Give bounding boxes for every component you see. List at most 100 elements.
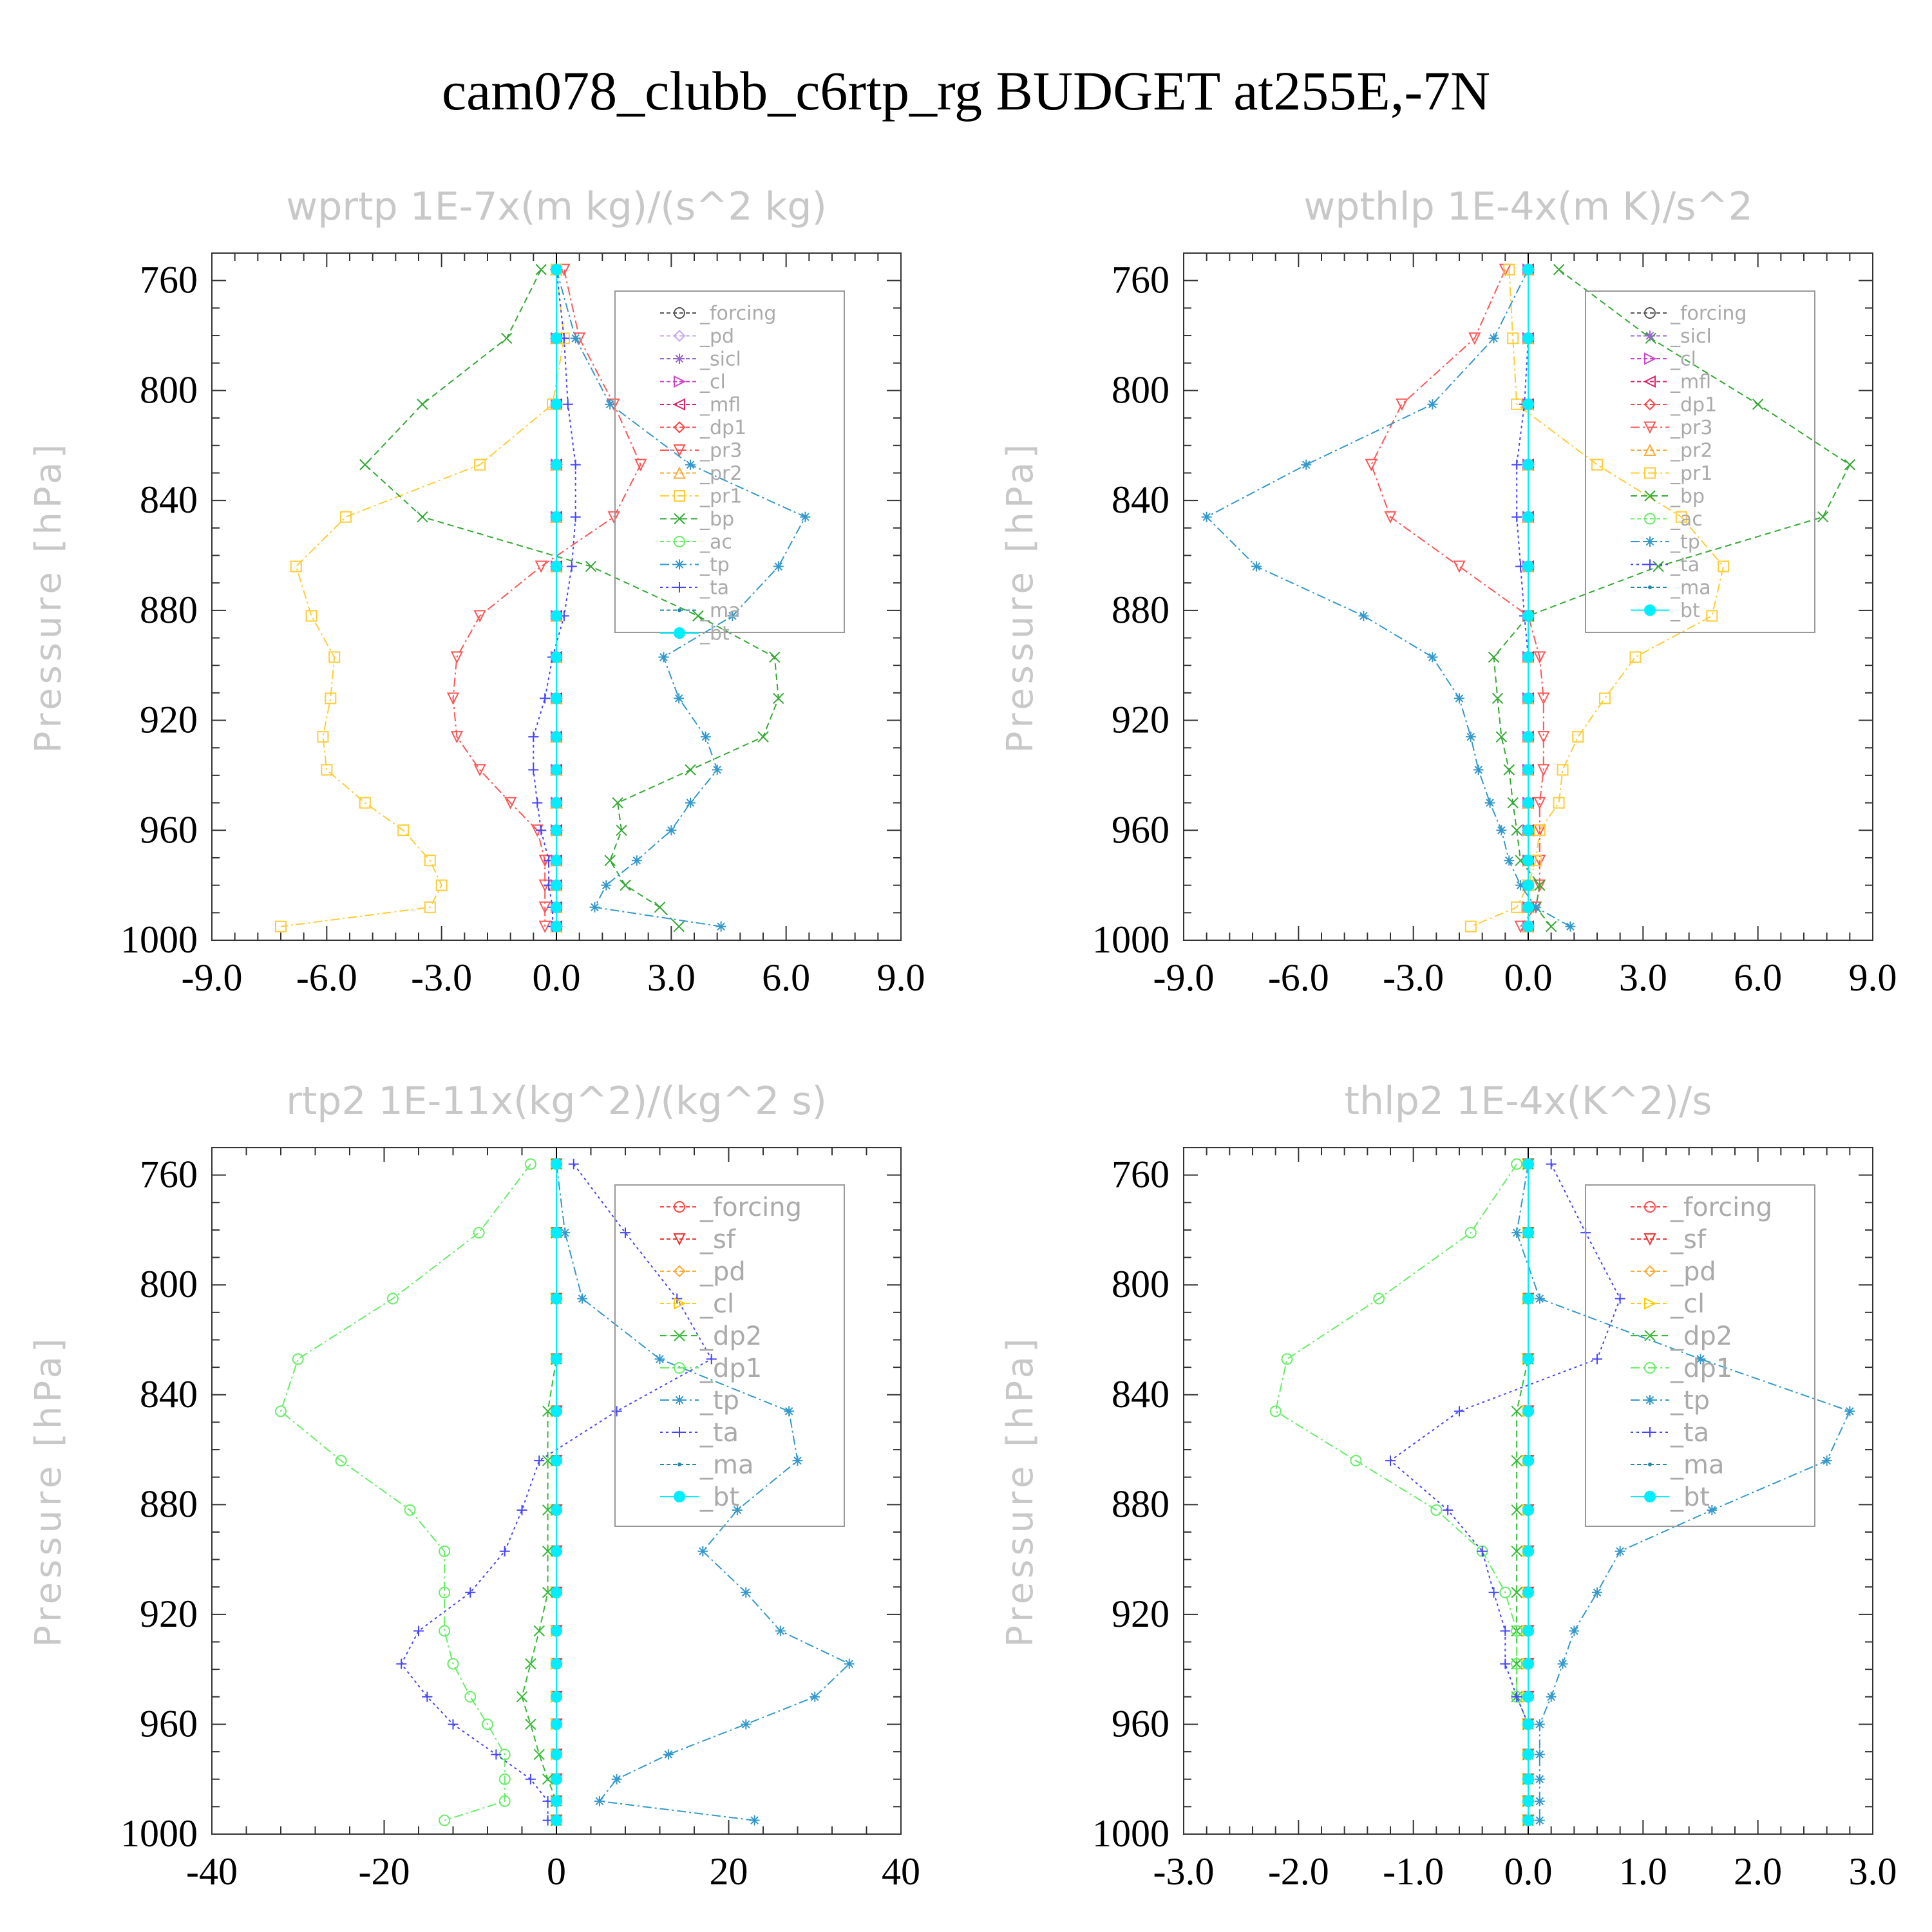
data-point xyxy=(1534,1815,1545,1826)
data-point xyxy=(712,764,723,775)
data-point xyxy=(1534,1795,1545,1806)
data-point xyxy=(604,855,616,866)
legend-item: _forcing xyxy=(660,303,776,325)
x-tick-label: -6.0 xyxy=(296,956,357,999)
data-point xyxy=(1546,1159,1557,1170)
x-tick-label: 6.0 xyxy=(1734,956,1782,999)
series_pr1 xyxy=(275,263,570,933)
x-tick-label: -3.0 xyxy=(411,956,472,999)
legend-marker xyxy=(674,536,685,547)
legend-label: _ta xyxy=(1670,1418,1709,1448)
x-tick-label: 3.0 xyxy=(1849,1850,1897,1893)
y-tick-label: 840 xyxy=(1112,1373,1170,1416)
data-point xyxy=(674,693,685,704)
data-point xyxy=(516,1504,527,1515)
legend-marker xyxy=(674,1201,685,1213)
data-point xyxy=(1488,651,1500,663)
legend-item: _ta xyxy=(660,1418,739,1448)
data-point xyxy=(1522,1353,1534,1365)
data-point xyxy=(1565,921,1576,932)
data-point xyxy=(551,1690,562,1703)
data-point xyxy=(1645,332,1656,345)
data-point xyxy=(1504,855,1515,866)
series_tp xyxy=(551,264,811,932)
data-point xyxy=(749,1815,760,1826)
y-tick-label: 760 xyxy=(140,259,198,301)
legend-marker xyxy=(673,421,686,433)
data-point xyxy=(1511,1625,1523,1637)
legend-marker xyxy=(674,375,687,388)
data-point xyxy=(810,1691,820,1702)
data-point xyxy=(551,651,562,663)
legend-label: _bp xyxy=(1670,486,1705,508)
data-point xyxy=(551,1353,562,1365)
data-point xyxy=(551,1625,562,1637)
legend-item: _sicl xyxy=(1631,325,1712,348)
data-point xyxy=(1507,332,1519,345)
legend-label: _tp xyxy=(699,1386,739,1416)
legend-marker xyxy=(674,1427,685,1437)
data-point xyxy=(551,1718,562,1730)
y-tick-label: 1000 xyxy=(120,1812,198,1855)
legend-item: _pr1 xyxy=(1631,462,1712,485)
data-point xyxy=(1511,1658,1523,1670)
legend-marker xyxy=(1643,443,1656,456)
legend-label: _dp1 xyxy=(1670,394,1717,417)
legend-item: _tp xyxy=(660,1386,739,1416)
legend-label: _bp xyxy=(699,508,734,531)
legend-label: _forcing xyxy=(1670,1193,1772,1222)
data-point xyxy=(692,610,704,622)
legend-marker xyxy=(673,444,686,457)
data-point xyxy=(1453,560,1466,573)
legend-label: _cl xyxy=(1670,1289,1705,1319)
data-point xyxy=(448,1719,459,1730)
legend-marker xyxy=(677,1463,681,1466)
data-point xyxy=(612,797,623,809)
legend-label: _bt xyxy=(1670,600,1700,622)
legend-item: _sf xyxy=(660,1225,736,1255)
legend-box xyxy=(1585,290,1815,633)
data-point xyxy=(1844,1406,1855,1417)
data-point xyxy=(340,511,352,523)
data-point xyxy=(1454,693,1464,704)
data-point xyxy=(482,1718,493,1730)
data-point xyxy=(1503,764,1515,776)
legend-marker xyxy=(674,354,685,364)
data-point xyxy=(1534,1293,1545,1304)
data-point xyxy=(1533,879,1546,892)
data-point xyxy=(1465,732,1476,743)
y-tick-label: 960 xyxy=(140,808,198,851)
data-point xyxy=(1537,692,1550,705)
y-tick-label: 960 xyxy=(140,1702,198,1745)
data-point xyxy=(1522,1658,1534,1670)
data-point xyxy=(1844,459,1856,471)
data-point xyxy=(317,731,329,743)
data-point xyxy=(1534,1774,1545,1785)
data-point xyxy=(535,560,547,573)
y-tick-label: 1000 xyxy=(120,918,198,961)
data-point xyxy=(1427,399,1438,410)
legend-label: _tp xyxy=(1670,1386,1710,1416)
series_ta xyxy=(1385,1159,1625,1826)
legend-item: _dp1 xyxy=(1631,1354,1732,1383)
data-point xyxy=(1522,920,1534,933)
series-group xyxy=(1201,263,1856,933)
legend-label: _cl xyxy=(699,1289,734,1319)
y-axis-label: Pressure [hPa] xyxy=(999,1334,1041,1647)
data-point xyxy=(1515,880,1526,891)
data-point xyxy=(1537,731,1550,744)
x-tick-label: -3.0 xyxy=(1383,956,1444,999)
series-line xyxy=(279,1163,531,1821)
y-tick-label: 840 xyxy=(140,478,198,521)
legend-item: _tp xyxy=(1631,1386,1710,1416)
data-point xyxy=(1301,459,1312,470)
data-point xyxy=(1488,1587,1499,1598)
data-point xyxy=(1553,797,1565,809)
data-point xyxy=(498,1773,511,1785)
series_bt xyxy=(1522,1158,1534,1826)
data-point xyxy=(1557,764,1569,776)
series-line xyxy=(401,1163,713,1821)
legend-item: _cl xyxy=(660,371,726,393)
y-axis-label: Pressure [hPa] xyxy=(28,1334,70,1647)
legend-marker xyxy=(1644,467,1656,479)
